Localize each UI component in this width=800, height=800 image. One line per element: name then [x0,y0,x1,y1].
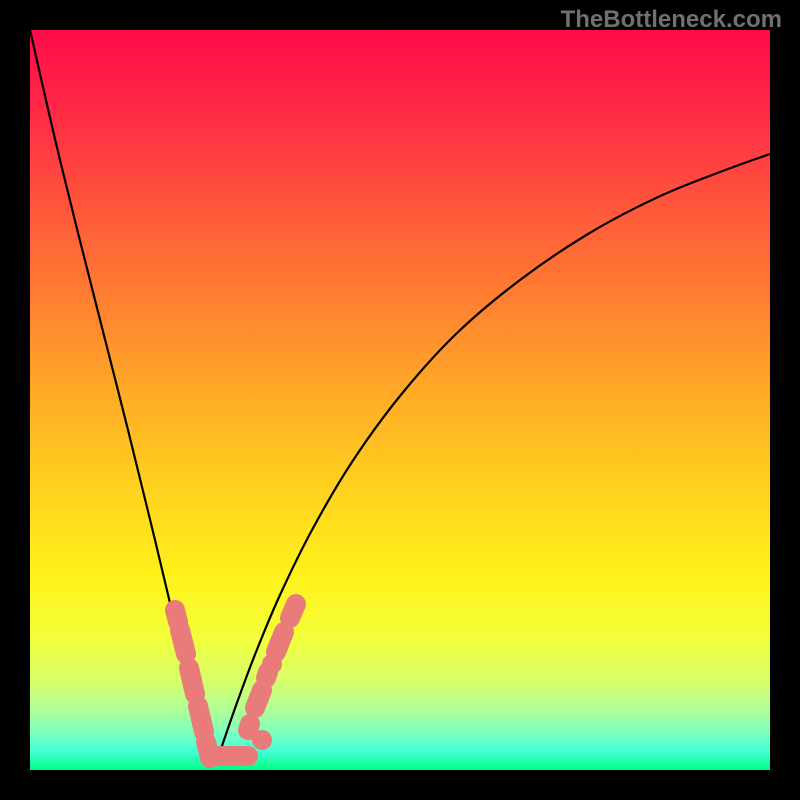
chart-svg [0,0,800,800]
stage: TheBottleneck.com [0,0,800,800]
marker-dot [262,654,282,674]
marker-pill [180,630,186,654]
marker-pill [255,690,262,708]
curve-right [216,154,770,764]
marker-dot [252,730,272,750]
marker-pill [248,724,250,730]
marker-pill [276,632,284,652]
marker-pill [189,668,195,694]
markers-group [175,604,296,758]
marker-pill [198,706,204,732]
marker-pill [290,604,296,618]
marker-pill [175,610,178,622]
watermark-text: TheBottleneck.com [561,6,782,34]
